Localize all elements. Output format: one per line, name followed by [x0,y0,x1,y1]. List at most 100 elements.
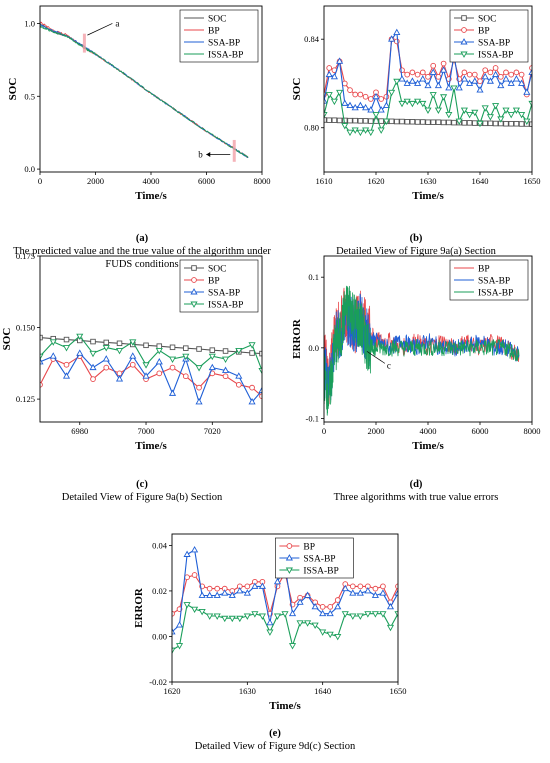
point-ssa-bp [155,357,163,365]
y-tick-label: 0.175 [16,251,35,261]
point-ssa-bp [382,101,390,109]
plot-area-b [324,28,532,137]
y-tick-label: 0.5 [24,91,35,101]
point-issa-bp [208,353,216,361]
plot-area-c [40,333,262,405]
point-ssa-bp [398,75,406,82]
point-bp [503,69,509,76]
caption-c-label: (c) [136,479,148,490]
point-issa-bp [398,100,406,108]
point-ssa-bp [296,598,304,605]
point-soc [508,120,514,127]
point-soc [169,344,176,351]
point-ssa-bp [206,591,214,598]
point-ssa-bp [471,77,479,84]
y-tick-label: 0.04 [152,540,168,550]
point-soc [63,336,70,343]
annotation-c: c [387,360,391,370]
point-ssa-bp [379,589,387,596]
legend-label: ISSA-BP [208,51,243,61]
point-ssa-bp [326,609,334,617]
annotation-arrowhead-b [206,152,211,158]
point-bp [191,572,198,578]
point-ssa-bp [248,398,256,405]
legend-label: ISSA-BP [478,51,513,61]
point-ssa-bp [512,75,520,82]
point-soc [362,118,369,124]
point-bp [372,585,379,592]
point-bp [380,583,386,590]
point-ssa-bp [235,372,243,379]
point-issa-bp [429,92,437,99]
point-soc [352,117,358,124]
point-issa-bp [518,112,526,119]
point-soc [435,119,442,125]
point-soc [347,117,353,124]
panel-e: 1620 1630 1640 1650 -0.02 0.00 0.02 0.04 Time/s E… [133,533,407,712]
x-axis-label: Time/s [269,700,301,712]
point-soc [466,120,473,126]
point-issa-bp [382,118,390,126]
point-issa-bp [288,643,297,650]
legend-label: BP [303,543,315,553]
point-issa-bp [379,611,387,618]
point-issa-bp [371,611,379,618]
series-line-issa-bp [324,285,520,416]
point-bp [319,604,326,610]
point-bp [90,376,96,382]
point-issa-bp [258,613,266,620]
x-tick-label: 1650 [524,176,541,186]
panel-a: 0 2000 4000 6000 8000 0.0 0.5 1.0 Time/s SOC SOC BP… [7,5,271,202]
point-issa-bp [89,350,97,358]
point-soc [183,345,189,351]
y-tick-label: 0.0 [24,164,35,174]
point-ssa-bp [388,35,396,42]
point-issa-bp [296,620,304,627]
point-issa-bp [195,365,203,372]
y-tick-label: -0.1 [306,413,319,423]
point-ssa-bp [195,398,203,405]
point-soc [90,338,96,345]
point-issa-bp [258,368,262,375]
point-soc [425,119,431,125]
x-tick-label: 6000 [198,176,215,186]
y-tick-label: 0.00 [152,631,167,641]
point-bp [518,71,525,78]
point-ssa-bp [183,550,191,557]
point-soc [388,118,395,125]
x-tick-label: 7020 [204,426,221,436]
point-issa-bp [324,112,328,119]
point-bp [419,69,426,76]
x-axis-label: Time/s [135,440,167,452]
point-bp [378,96,385,102]
point-issa-bp [445,112,453,119]
caption-a-label: (a) [135,233,149,244]
point-issa-bp [341,123,349,130]
point-ssa-bp [502,75,510,82]
point-issa-bp [172,647,176,655]
x-tick-label: 4000 [420,426,437,436]
point-soc [409,119,416,125]
point-issa-bp [228,615,236,623]
caption-c: (c) Detailed View of Figure 9a(b) Sectio… [8,478,276,504]
point-bp [492,65,499,71]
y-tick-label: 0.02 [152,586,167,596]
point-issa-bp [460,107,468,114]
series-line-issa-bp [40,25,249,158]
point-issa-bp [40,353,44,361]
point-issa-bp [492,103,500,110]
legend-label: ISSA-BP [208,301,243,311]
point-bp [362,93,369,100]
legend-e: BP SSA-BP ISSA-BP [275,537,354,579]
point-issa-bp [326,631,334,639]
point-ssa-bp [367,106,375,113]
point-bp [513,69,520,76]
point-bp [182,373,189,380]
point-issa-bp [424,107,432,114]
point-ssa-bp [129,352,137,359]
point-bp [156,370,163,377]
point-issa-bp [364,611,372,618]
legend-marker-bp [286,543,293,549]
